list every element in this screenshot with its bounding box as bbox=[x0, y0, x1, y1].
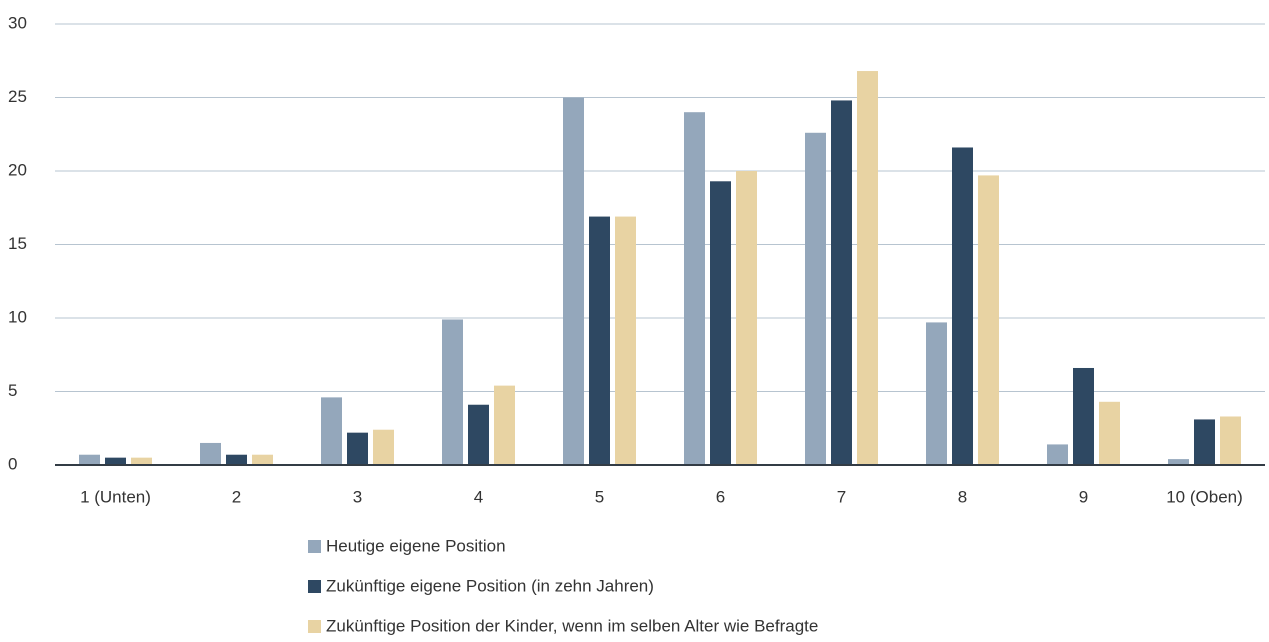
x-tick-label: 3 bbox=[353, 487, 362, 506]
y-tick-label: 20 bbox=[8, 160, 27, 179]
bar bbox=[952, 147, 973, 466]
bar bbox=[494, 385, 515, 465]
y-tick-label: 5 bbox=[8, 381, 17, 400]
legend-label: Zukünftige eigene Position (in zehn Jahr… bbox=[326, 576, 654, 595]
x-tick-label: 8 bbox=[958, 487, 967, 506]
bar bbox=[1099, 401, 1120, 465]
legend-label: Heutige eigene Position bbox=[326, 536, 506, 555]
y-tick-label: 0 bbox=[8, 454, 17, 473]
x-tick-label: 6 bbox=[716, 487, 725, 506]
legend-label: Zukünftige Position der Kinder, wenn im … bbox=[326, 616, 818, 635]
y-tick-label: 30 bbox=[8, 13, 27, 32]
bar bbox=[79, 454, 100, 465]
bar bbox=[857, 71, 878, 465]
y-tick-label: 15 bbox=[8, 234, 27, 253]
y-tick-label: 25 bbox=[8, 87, 27, 106]
x-tick-label: 1 (Unten) bbox=[80, 487, 151, 506]
bar bbox=[831, 100, 852, 465]
bar bbox=[105, 457, 126, 465]
x-tick-label: 2 bbox=[232, 487, 241, 506]
legend-swatch bbox=[308, 620, 321, 633]
x-tick-label: 5 bbox=[595, 487, 604, 506]
bar bbox=[347, 432, 368, 465]
bar bbox=[373, 429, 394, 465]
x-tick-label: 7 bbox=[837, 487, 846, 506]
bar bbox=[1168, 459, 1189, 465]
bar bbox=[1047, 444, 1068, 465]
bar bbox=[252, 454, 273, 465]
bar bbox=[1194, 419, 1215, 465]
bar bbox=[226, 454, 247, 465]
bar bbox=[978, 175, 999, 465]
bar bbox=[589, 216, 610, 465]
x-tick-label: 4 bbox=[474, 487, 483, 506]
bar bbox=[1220, 416, 1241, 465]
x-tick-label: 9 bbox=[1079, 487, 1088, 506]
x-tick-label: 10 (Oben) bbox=[1166, 487, 1243, 506]
bar bbox=[321, 397, 342, 465]
bar bbox=[615, 216, 636, 465]
bar bbox=[468, 404, 489, 465]
bar bbox=[684, 112, 705, 465]
y-tick-label: 10 bbox=[8, 307, 27, 326]
bar bbox=[442, 319, 463, 465]
bar bbox=[710, 181, 731, 466]
bar bbox=[805, 132, 826, 465]
bar bbox=[200, 442, 221, 465]
bar bbox=[1073, 367, 1094, 465]
legend-swatch bbox=[308, 580, 321, 593]
bar bbox=[563, 97, 584, 465]
legend-swatch bbox=[308, 540, 321, 553]
bar bbox=[736, 171, 757, 465]
bar bbox=[131, 457, 152, 465]
bar bbox=[926, 322, 947, 465]
